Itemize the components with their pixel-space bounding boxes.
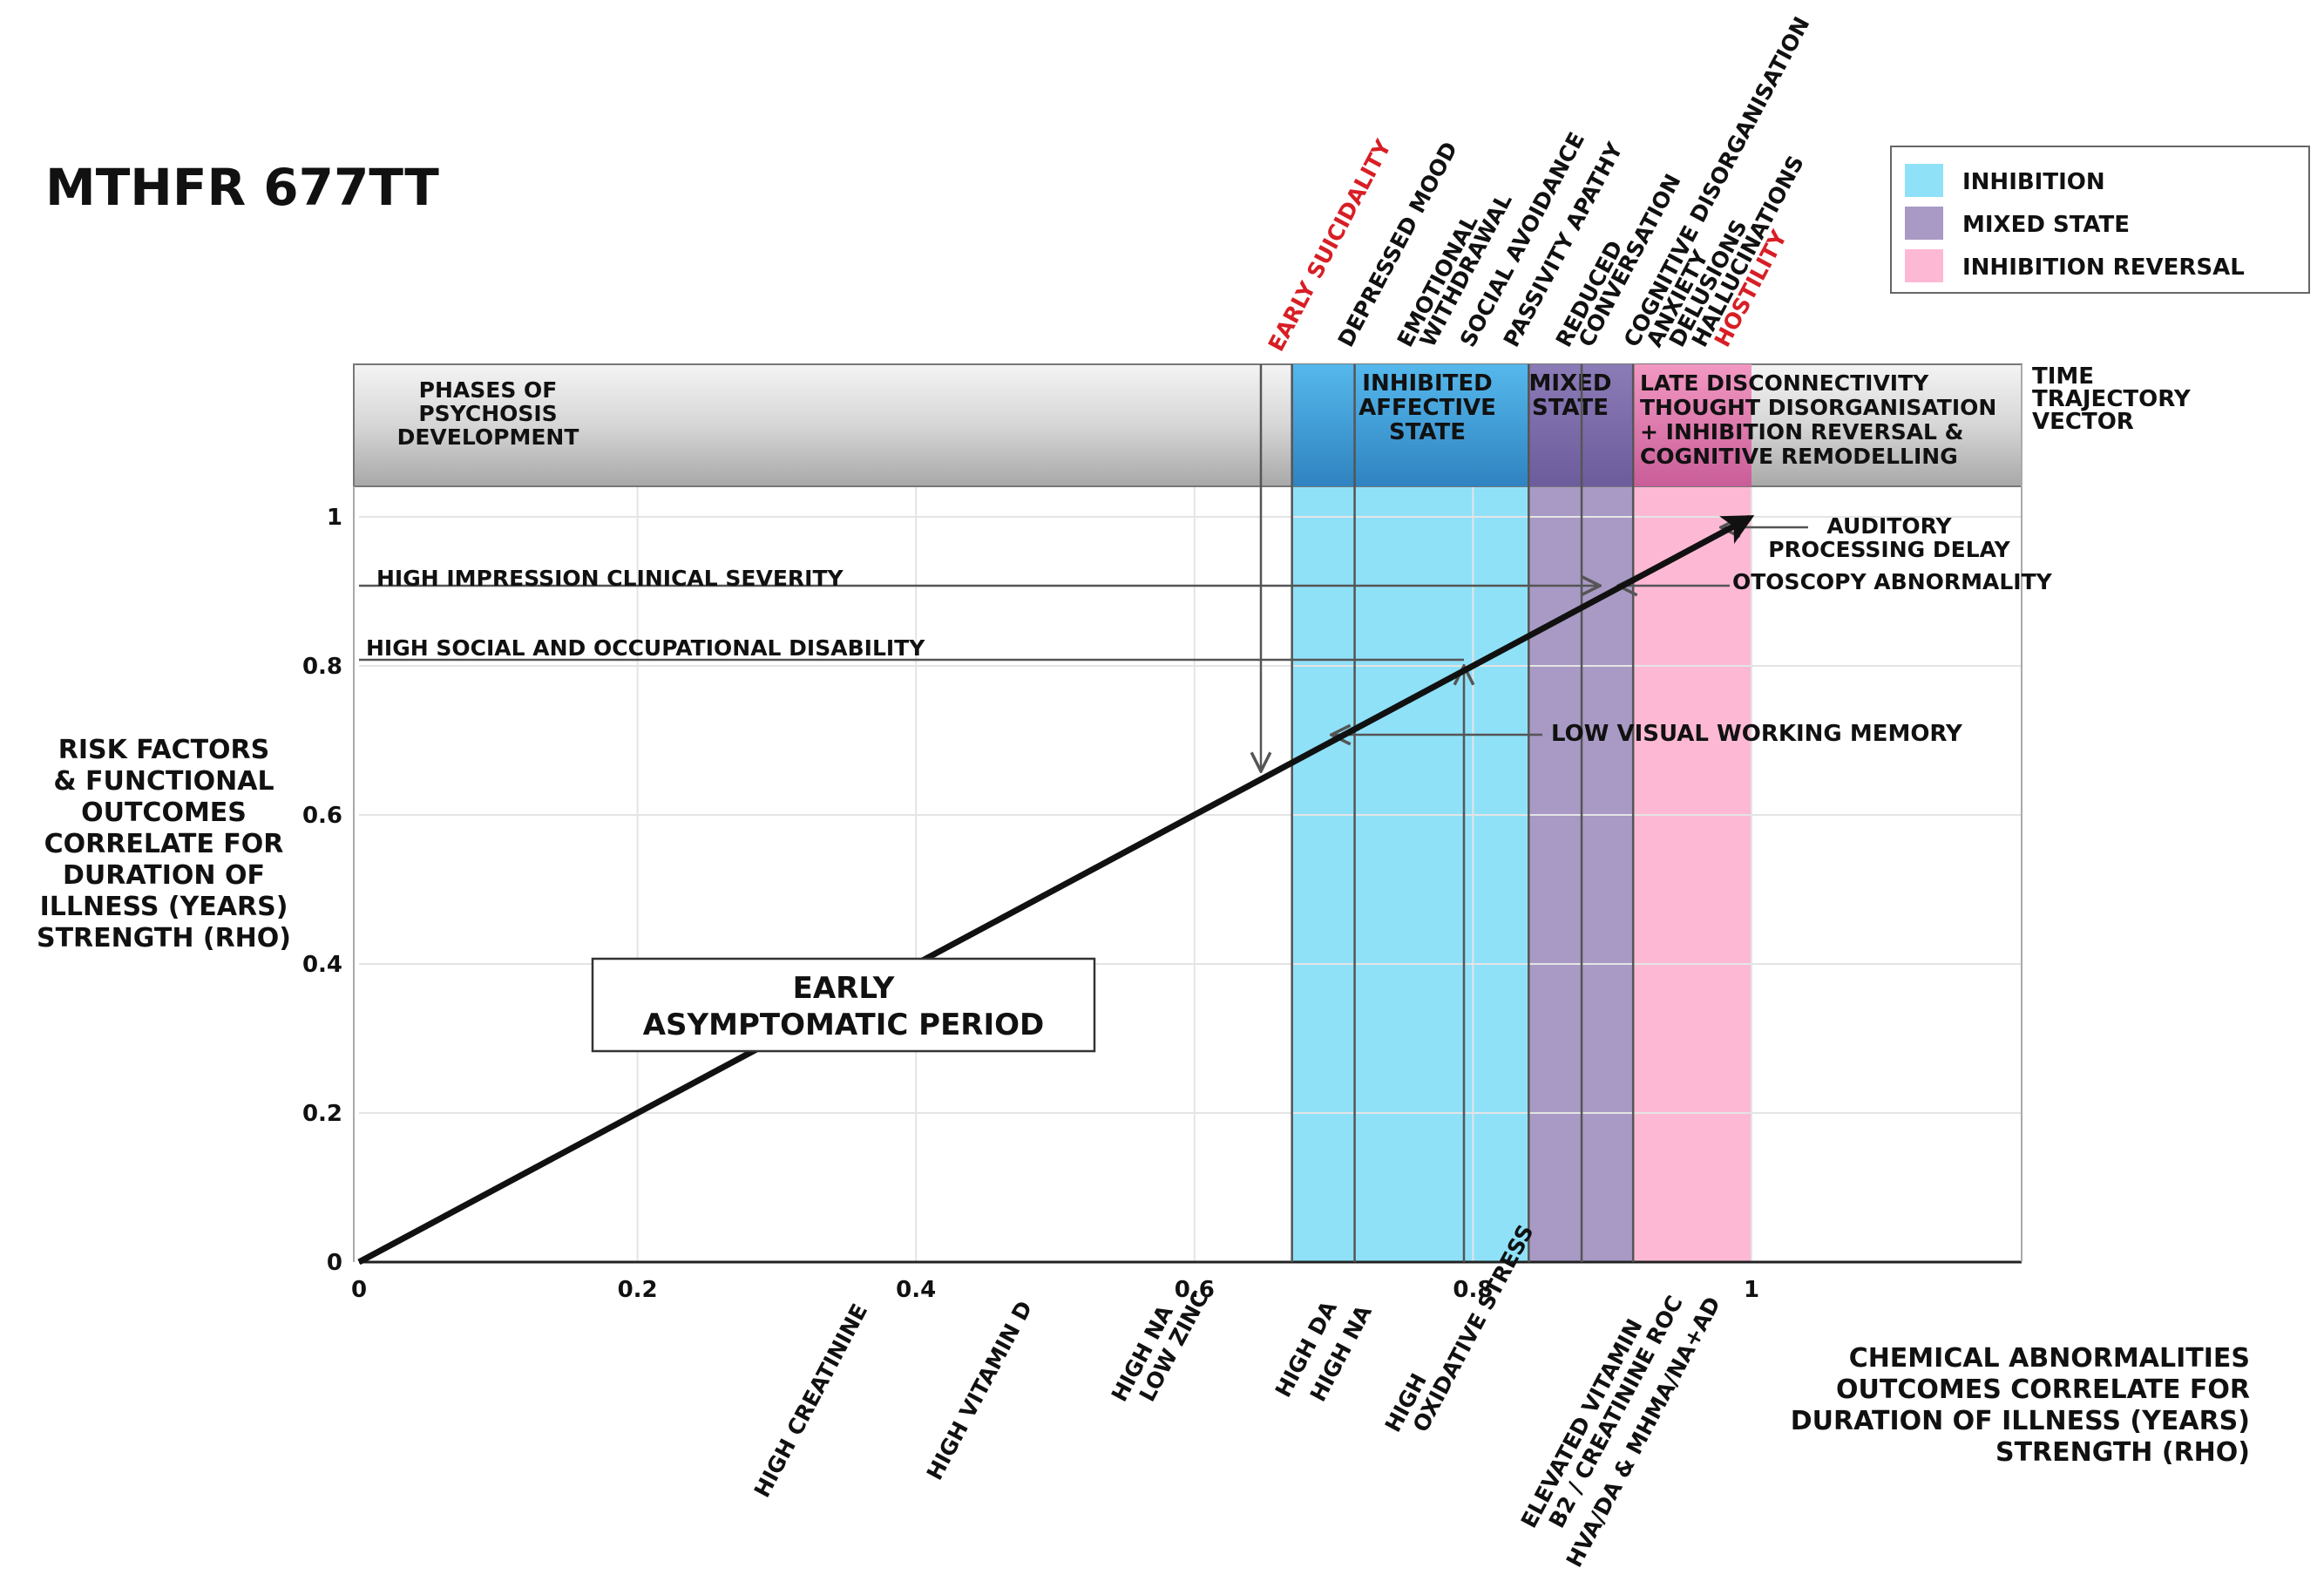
phase-inhibited-line-2: STATE — [1389, 419, 1466, 445]
x-tick-label: 1 — [1744, 1277, 1759, 1303]
x-tick-label: 0 — [351, 1277, 367, 1303]
clinical-severity-label: HIGH IMPRESSION CLINICAL SEVERITY — [376, 566, 844, 591]
x-tick-label: 0.6 — [1175, 1277, 1215, 1303]
y-tick-label: 0.2 — [302, 1101, 342, 1127]
y-tick-label: 1 — [327, 505, 342, 531]
legend-swatch-1 — [1905, 207, 1943, 240]
phase-late-line-1: THOUGHT DISORGANISATION — [1640, 395, 1996, 420]
header-inhibited — [1291, 364, 1529, 486]
x-tick-label: 0.8 — [1453, 1277, 1493, 1303]
phase-inhibited-line-1: AFFECTIVE — [1358, 395, 1496, 421]
header-late — [1633, 364, 1751, 486]
state-bands — [1291, 485, 1753, 1263]
phase-mixed-line-0: MIXED — [1529, 370, 1612, 397]
legend-swatch-0 — [1905, 164, 1943, 197]
x-axis-title-line-2: DURATION OF ILLNESS (YEARS) — [1791, 1406, 2250, 1436]
y-axis-title-line-3: CORRELATE FOR — [44, 829, 284, 859]
y-axis-title-line-0: RISK FACTORS — [58, 735, 270, 765]
legend-label-0: INHIBITION — [1962, 169, 2105, 195]
phase-vector-line-0: TIME — [2032, 363, 2094, 390]
legend-box — [1890, 146, 2310, 294]
y-tick-label: 0 — [327, 1250, 342, 1276]
y-axis-title-line-1: & FUNCTIONAL — [53, 766, 274, 797]
x-tick-label: 0.2 — [618, 1277, 658, 1303]
auditory-label-line-1: PROCESSING DELAY — [1768, 537, 2010, 562]
auditory-label-line-0: AUDITORY — [1826, 513, 1952, 539]
legend-label-1: MIXED STATE — [1962, 212, 2130, 238]
phase-inhibited-line-0: INHIBITED — [1362, 370, 1492, 397]
phase-vector-line-1: TRAJECTORY — [2032, 386, 2192, 412]
phase-intro-line-0: PHASES OF — [419, 377, 558, 403]
phase-late-line-3: COGNITIVE REMODELLING — [1640, 444, 1958, 469]
chart-title: MTHFR 677TT — [45, 158, 439, 217]
legend-swatch-2 — [1905, 249, 1943, 282]
visual-memory-label: LOW VISUAL WORKING MEMORY — [1551, 721, 1963, 747]
phase-intro-line-2: DEVELOPMENT — [397, 424, 579, 450]
reference-lines — [359, 364, 1808, 1262]
otoscopy-label: OTOSCOPY ABNORMALITY — [1732, 569, 2053, 594]
phase-late-line-2: + INHIBITION REVERSAL & — [1640, 419, 1963, 445]
band-inhibition-reversal — [1632, 485, 1753, 1263]
period-label-line-1: ASYMPTOMATIC PERIOD — [643, 1008, 1045, 1042]
band-inhibition — [1291, 485, 1530, 1263]
x-axis-title-line-0: CHEMICAL ABNORMALITIES — [1849, 1343, 2250, 1374]
trajectory-line — [357, 514, 1755, 1266]
trajectory — [357, 514, 1755, 1266]
period-label-line-0: EARLY — [793, 971, 895, 1006]
labels: MTHFR 677TT INHIBITION MIXED STATE INHIBITI… — [37, 12, 2310, 1571]
axes: 00 0.2 0.2 0.4 0.4 0.6 0.6 0.8 0.8 1 1 — [302, 364, 2022, 1303]
y-tick-label: 0.4 — [302, 952, 342, 978]
x-axis-title-line-1: OUTCOMES CORRELATE FOR — [1836, 1374, 2250, 1405]
phase-intro-line-1: PSYCHOSIS — [418, 401, 557, 426]
top-label-0-0: EARLY SUICIDALITY — [1264, 135, 1397, 356]
y-tick-label: 0.8 — [302, 654, 342, 680]
phase-late-line-0: LATE DISCONNECTIVITY — [1640, 370, 1929, 396]
bottom-label-0-0: HIGH CREATININE — [749, 1300, 873, 1502]
x-axis-title-line-3: STRENGTH (RHO) — [1995, 1437, 2250, 1468]
phase-mixed-line-1: STATE — [1532, 395, 1609, 421]
y-axis-title-line-2: OUTCOMES — [81, 798, 247, 828]
y-tick-label: 0.6 — [302, 803, 342, 829]
y-axis-title-line-6: STRENGTH (RHO) — [37, 923, 291, 954]
phase-vector-line-2: VECTOR — [2032, 409, 2134, 435]
y-axis-title-line-4: DURATION OF — [63, 860, 265, 891]
y-axis-title-line-5: ILLNESS (YEARS) — [40, 892, 288, 922]
legend-label-2: INHIBITION REVERSAL — [1962, 255, 2245, 281]
x-tick-label: 0.4 — [896, 1277, 936, 1303]
period-box — [591, 957, 1096, 1053]
bottom-label-1-0: HIGH VITAMIN D — [922, 1297, 1038, 1484]
social-disability-label: HIGH SOCIAL AND OCCUPATIONAL DISABILITY — [366, 635, 925, 661]
